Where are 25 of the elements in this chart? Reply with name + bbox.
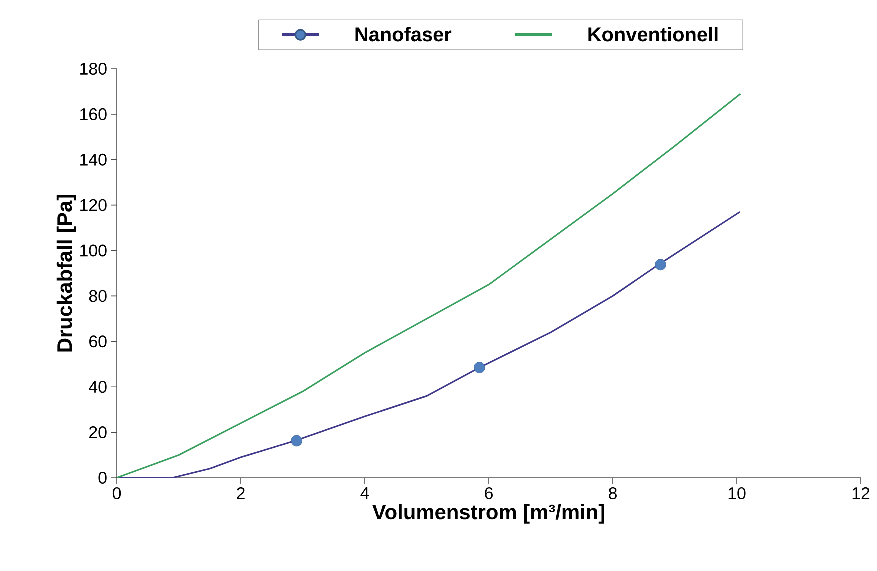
- point: [474, 362, 486, 374]
- x-tick-label: 12: [852, 487, 870, 500]
- point: [655, 259, 666, 271]
- x-tick-label: 4: [360, 487, 370, 500]
- x-tick-label: 0: [112, 487, 122, 500]
- y-tick-label: 140: [80, 154, 107, 166]
- legend-label: Nanofaser: [356, 27, 452, 42]
- line-series: [117, 211, 741, 478]
- point: [291, 435, 302, 447]
- y-tick-label: 40: [89, 381, 107, 394]
- x-axis-title: Volumenstrom [m³/min]: [372, 504, 604, 524]
- y-tick-label: 60: [90, 336, 107, 348]
- x-tick-label: 8: [609, 487, 617, 500]
- x-tick-label: 6: [485, 487, 493, 500]
- x-tick-label: 10: [728, 487, 746, 500]
- y-tick-label: 20: [90, 426, 107, 439]
- y-tick-label: 100: [80, 244, 107, 257]
- y-tick-label: 0: [98, 472, 107, 484]
- x-tick-label: 2: [237, 487, 245, 500]
- y-tick-label: 80: [89, 290, 107, 302]
- legend-label: Konventionell: [588, 27, 718, 42]
- y-tick-label: 120: [80, 199, 107, 212]
- y-tick-label: 160: [80, 108, 107, 120]
- y-axis-title: Druckabfall [Pa]: [56, 195, 76, 352]
- y-tick-label: 180: [80, 62, 107, 75]
